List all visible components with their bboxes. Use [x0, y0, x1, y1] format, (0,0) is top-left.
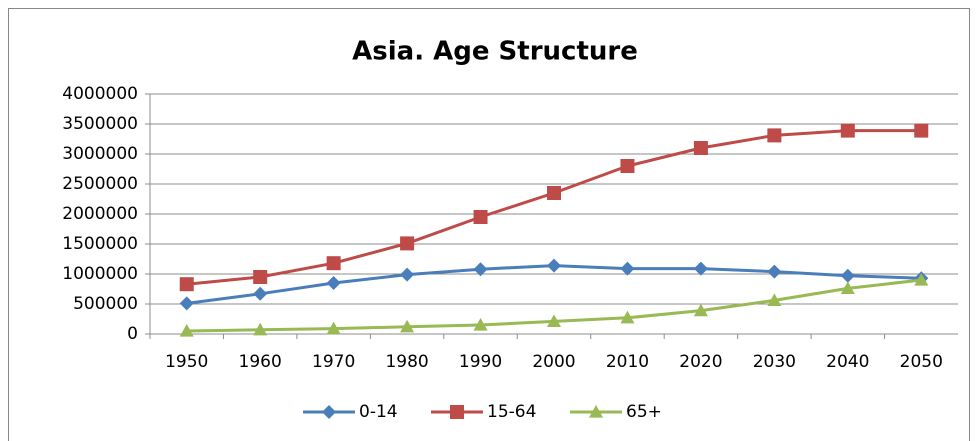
marker [767, 128, 782, 143]
chart-title: Asia. Age Structure [352, 37, 638, 67]
x-tick-label: 2030 [753, 352, 796, 372]
marker [914, 273, 929, 286]
y-tick-label: 4000000 [62, 84, 138, 104]
marker [253, 270, 268, 284]
marker [620, 261, 635, 276]
marker [914, 123, 929, 138]
x-tick-label: 2020 [679, 352, 722, 372]
marker [547, 258, 561, 273]
x-tick-label: 2050 [900, 352, 943, 372]
marker [253, 286, 268, 301]
marker [693, 261, 708, 276]
marker [179, 296, 194, 311]
x-tick-label: 1970 [312, 352, 355, 372]
marker [253, 322, 268, 336]
marker [589, 405, 603, 418]
x-tick-label: 1950 [165, 352, 208, 372]
x-tick-label: 2040 [826, 352, 869, 372]
chart-border [8, 8, 970, 441]
marker [326, 276, 341, 290]
y-tick-label: 3000000 [62, 144, 138, 164]
marker [450, 405, 464, 419]
marker [767, 264, 782, 279]
marker [179, 324, 194, 337]
marker [179, 277, 194, 292]
marker [693, 303, 708, 317]
y-tick-label: 0 [127, 324, 138, 344]
marker [620, 310, 635, 324]
x-tick-label: 2000 [532, 352, 575, 372]
y-tick-label: 2000000 [62, 204, 138, 224]
marker [547, 314, 561, 327]
marker [322, 405, 336, 419]
y-tick-label: 1000000 [62, 264, 138, 284]
marker [767, 293, 782, 306]
marker [620, 159, 635, 173]
marker [473, 210, 488, 224]
x-tick-label: 1990 [459, 352, 502, 372]
x-tick-label: 1980 [385, 352, 428, 372]
marker [840, 268, 855, 283]
marker [400, 267, 415, 282]
legend-label: 0-14 [359, 402, 398, 422]
legend-label: 15-64 [487, 402, 536, 422]
marker [326, 321, 341, 335]
y-tick-label: 1500000 [62, 234, 138, 254]
y-tick-label: 500000 [73, 294, 138, 314]
x-tick-label: 2010 [606, 352, 649, 372]
y-tick-label: 2500000 [62, 174, 138, 194]
marker [547, 186, 561, 200]
marker [400, 236, 415, 251]
marker [840, 281, 855, 294]
marker [693, 141, 708, 155]
marker [473, 318, 488, 331]
marker [400, 319, 415, 333]
marker [840, 123, 855, 138]
marker [326, 256, 341, 271]
y-tick-label: 3500000 [62, 114, 138, 134]
legend-label: 65+ [626, 402, 662, 422]
x-tick-label: 1960 [239, 352, 282, 372]
marker [473, 262, 488, 277]
